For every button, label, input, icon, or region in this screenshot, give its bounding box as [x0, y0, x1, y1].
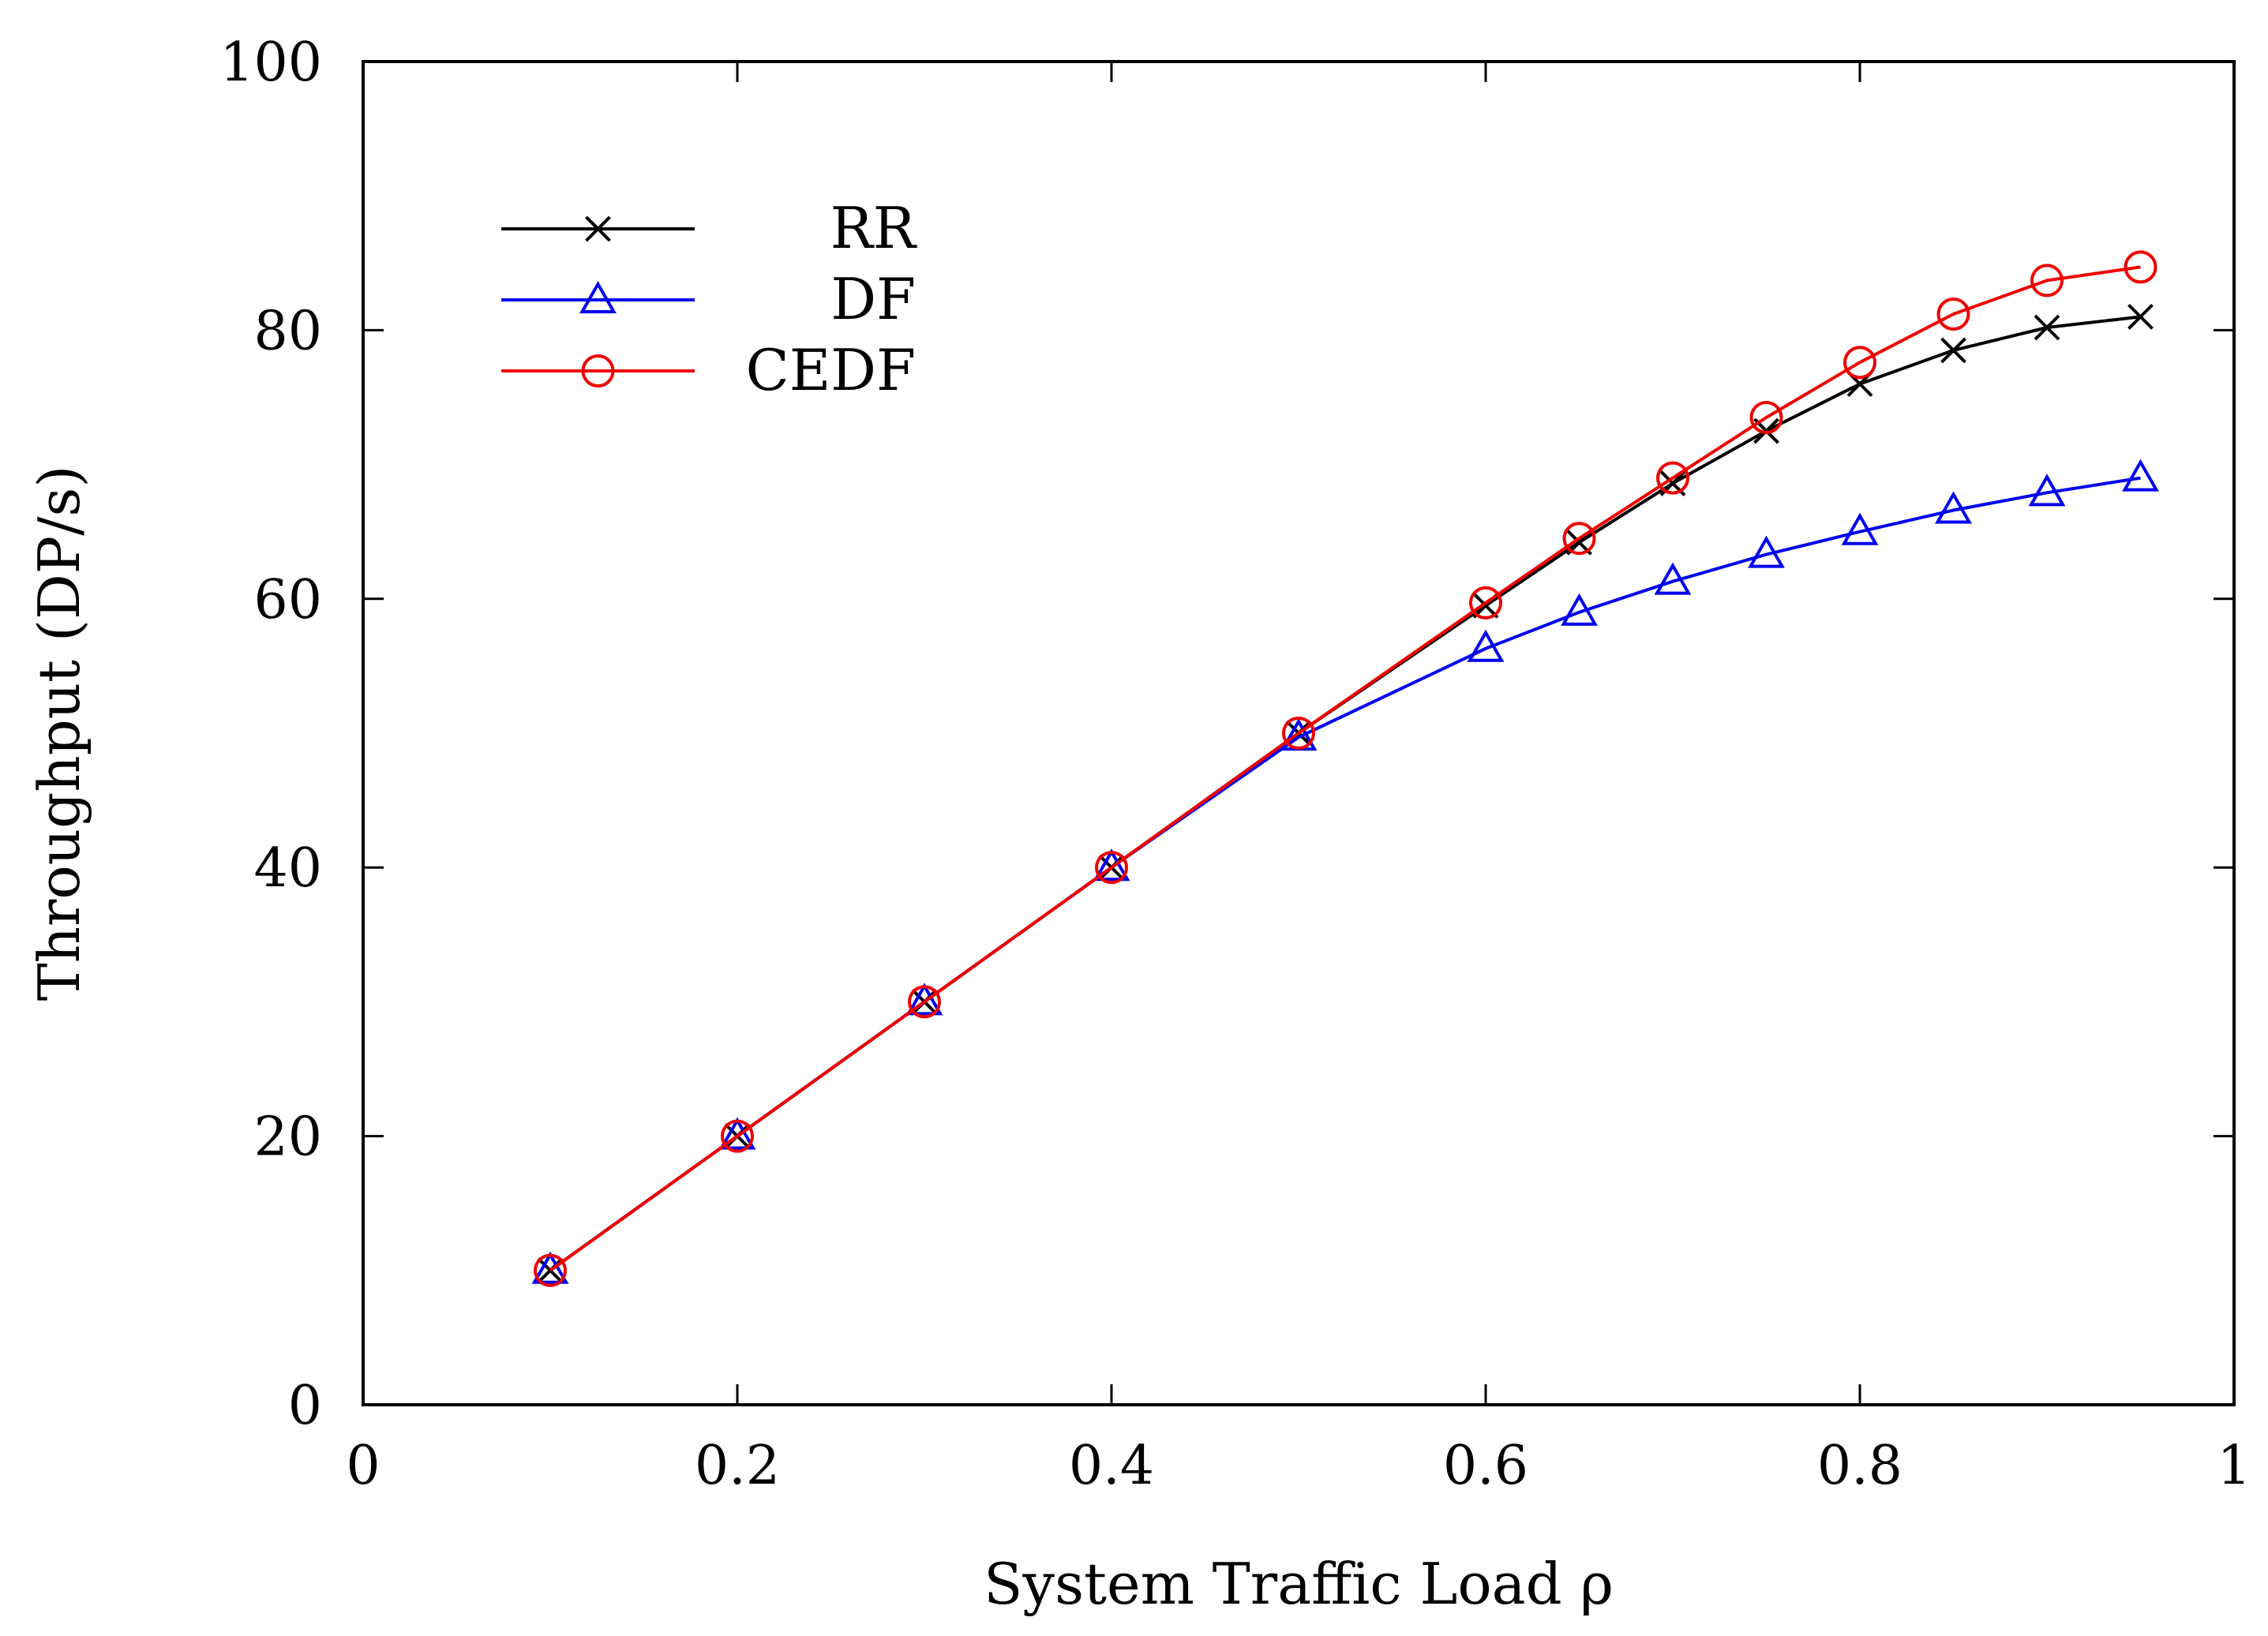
y-tick-label: 100 [219, 32, 322, 94]
y-tick-label: 20 [253, 1106, 322, 1169]
marker-circle [1656, 461, 1689, 495]
x-tick-label: 0 [346, 1435, 380, 1497]
legend-label: CEDF [746, 337, 916, 403]
y-tick-label: 0 [288, 1375, 322, 1437]
marker-circle [1843, 346, 1876, 380]
marker-triangle [531, 1251, 569, 1284]
marker-triangle [579, 280, 617, 313]
series-rr [537, 303, 2154, 1284]
marker-triangle [2122, 459, 2159, 492]
marker-circle [581, 354, 615, 387]
series-line [549, 265, 2141, 1272]
x-tick-label: 1 [2217, 1435, 2251, 1497]
marker-circle [2030, 264, 2064, 298]
marker-x [2127, 303, 2154, 330]
y-tick-label: 60 [253, 569, 322, 631]
marker-circle [1282, 717, 1315, 750]
marker-triangle [1561, 593, 1598, 626]
marker-triangle [1654, 562, 1692, 595]
legend-label: DF [830, 266, 916, 332]
marker-circle [2124, 250, 2157, 284]
axis-ticks: 0 0.2 0.4 0.6 0.8 1 0 20 40 60 80 100 [219, 32, 2251, 1497]
x-tick-label: 0.4 [1069, 1435, 1154, 1497]
y-tick-label: 40 [253, 837, 322, 900]
x-tick-label: 0.8 [1817, 1435, 1902, 1497]
y-tick-label: 80 [253, 300, 322, 362]
marker-triangle [1935, 491, 1972, 524]
marker-circle [1469, 586, 1502, 620]
legend-item-df: DF [501, 266, 916, 332]
plot-frame [362, 60, 2236, 1406]
marker-circle [1749, 401, 1783, 435]
marker-circle [721, 1119, 754, 1153]
marker-circle [1562, 522, 1596, 556]
marker-triangle [1467, 629, 1505, 662]
marker-circle [1095, 851, 1128, 885]
y-axis-label: Throughput (DP/s) [26, 466, 92, 1001]
marker-triangle [1748, 535, 1785, 568]
marker-x [2034, 314, 2060, 341]
marker-triangle [718, 1117, 756, 1150]
marker-triangle [1841, 512, 1879, 545]
legend-item-cedf: CEDF [501, 337, 916, 403]
marker-triangle [2028, 474, 2066, 507]
series-df [531, 459, 2159, 1284]
x-axis-label: System Traffic Load ρ [984, 1551, 1614, 1617]
marker-circle [534, 1253, 567, 1287]
series-cedf [534, 250, 2157, 1287]
marker-triangle [1093, 848, 1130, 882]
series-line [549, 476, 2141, 1272]
marker-triangle [905, 983, 943, 1016]
legend-label: RR [830, 195, 917, 261]
legend-item-rr: RR [501, 195, 917, 261]
marker-x [585, 215, 611, 242]
x-tick-label: 0.2 [695, 1435, 780, 1497]
marker-circle [1936, 297, 1970, 331]
x-tick-label: 0.6 [1443, 1435, 1528, 1497]
marker-x [1940, 337, 1966, 364]
marker-circle [908, 985, 941, 1019]
series-line [549, 315, 2141, 1272]
series-layer [531, 250, 2159, 1287]
